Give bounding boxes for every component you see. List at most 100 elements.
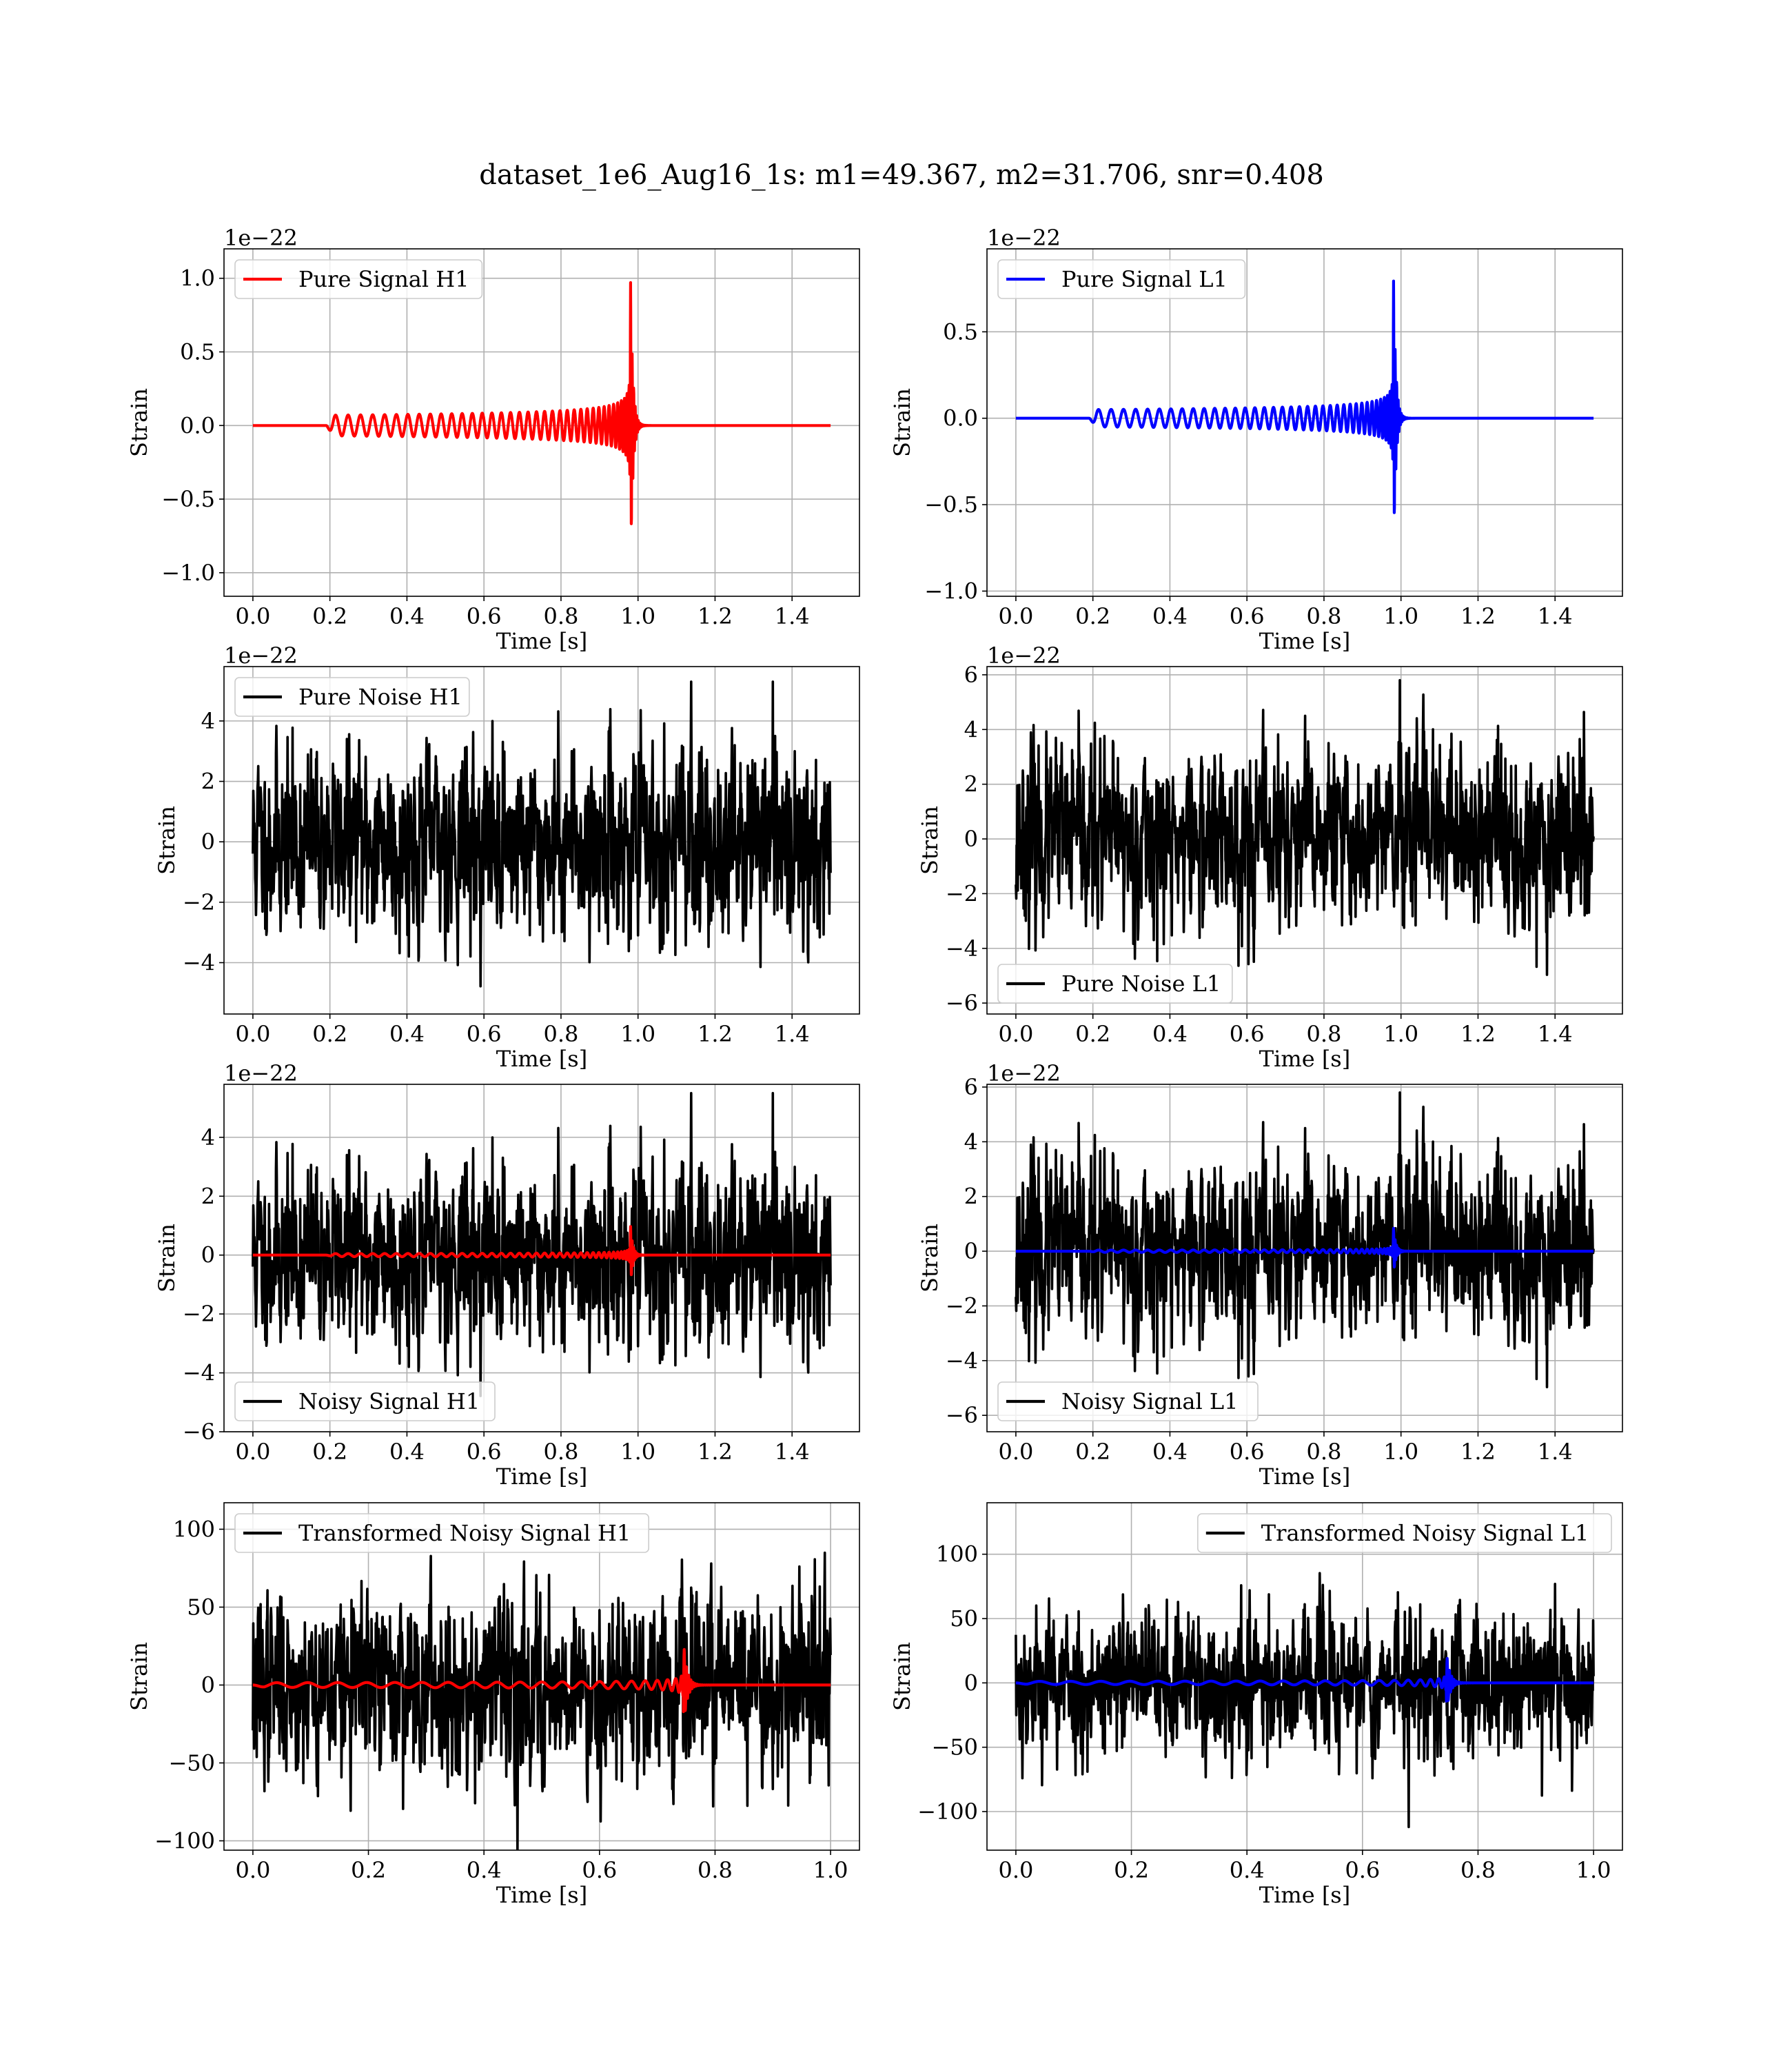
subplot-transformed-noisy-signal-l1: 0.0 0.2 0.4 0.6 0.8 1.0 −100 −50 0 50 100 Time [s] S… xyxy=(889,1502,1623,1908)
legend-box xyxy=(234,1513,650,1553)
y-offset-label: 1e−22 xyxy=(224,1060,298,1086)
x-tick-label: 0.2 xyxy=(1075,1021,1110,1047)
plot-area xyxy=(252,1092,832,1397)
series-line-noisy-signal-h1 xyxy=(252,1092,832,1397)
x-tick-label: 0.6 xyxy=(467,1021,502,1047)
x-tick-label: 0.6 xyxy=(467,603,502,629)
plot-area xyxy=(1015,1572,1595,1829)
x-tick-label: 1.2 xyxy=(1460,1021,1496,1047)
y-tick-label: −0.5 xyxy=(161,486,215,512)
x-tick-label: 1.0 xyxy=(1383,603,1418,629)
x-tick-label: 0.8 xyxy=(1460,1857,1496,1883)
x-tick-label: 1.4 xyxy=(1538,1439,1573,1465)
y-tick-label: 50 xyxy=(187,1594,215,1620)
x-tick-label: 0.2 xyxy=(312,1021,347,1047)
x-tick-label: 0.4 xyxy=(389,1021,425,1047)
subplot-pure-noise-h1: 0.0 0.2 0.4 0.6 0.8 1.0 1.2 1.4 −4 −2 0 2 4 Time [s] S… xyxy=(154,642,860,1072)
x-tick-label: 0.6 xyxy=(1345,1857,1380,1883)
series-line-noisy-signal-l1 xyxy=(1015,1091,1595,1388)
legend: Noisy Signal H1 xyxy=(234,1381,496,1421)
x-tick-label: 0.2 xyxy=(312,1439,347,1465)
x-axis-label: Time [s] xyxy=(1259,1046,1350,1072)
legend-label: Noisy Signal L1 xyxy=(1061,1388,1239,1415)
x-tick-label: 0.8 xyxy=(1306,1439,1341,1465)
series-line-transformed-noisy-signal-h1 xyxy=(252,1551,832,1850)
legend: Transformed Noisy Signal L1 xyxy=(1197,1513,1612,1553)
legend-box xyxy=(234,259,483,299)
y-offset-label: 1e−22 xyxy=(987,225,1061,251)
axes-frame xyxy=(986,248,1623,597)
y-tick-label: −6 xyxy=(946,990,978,1016)
subplot-pure-signal-h1: 0.0 0.2 0.4 0.6 0.8 1.0 1.2 1.4 −1.0 −0.5 0.0 0.5 1.… xyxy=(126,225,860,654)
x-axis-label: Time [s] xyxy=(496,1463,587,1490)
series-line-transformed-noisy-signal-l1 xyxy=(1015,1572,1595,1829)
legend-box xyxy=(234,1381,496,1421)
y-tick-label: 1.0 xyxy=(180,265,215,292)
x-tick-label: 0.0 xyxy=(235,1439,270,1465)
series-line-pure-noise-h1 xyxy=(252,680,832,988)
legend-box xyxy=(997,964,1233,1004)
x-tick-label: 1.0 xyxy=(620,1439,655,1465)
y-axis-label: Strain xyxy=(917,1224,943,1292)
x-axis-label: Time [s] xyxy=(1259,628,1350,654)
x-tick-label: 0.8 xyxy=(1306,603,1341,629)
axes-frame xyxy=(223,666,860,1015)
x-tick-label: 0.8 xyxy=(698,1857,733,1883)
y-axis-label: Strain xyxy=(126,1642,152,1711)
x-tick-label: 0.0 xyxy=(235,1021,270,1047)
series-line-pure-noise-l1 xyxy=(1015,679,1595,976)
x-tick-label: 0.2 xyxy=(1075,603,1110,629)
plot-area xyxy=(252,1551,832,1850)
x-tick-label: 0.0 xyxy=(235,603,270,629)
plot-area xyxy=(1015,679,1595,976)
x-tick-label: 0.8 xyxy=(1306,1021,1341,1047)
plot-area xyxy=(252,680,832,988)
y-tick-label: −50 xyxy=(168,1750,215,1776)
y-tick-label: 100 xyxy=(173,1516,215,1542)
axes-frame xyxy=(223,248,860,597)
x-tick-label: 0.6 xyxy=(467,1439,502,1465)
x-tick-label: 0.0 xyxy=(998,1439,1033,1465)
x-tick-label: 1.2 xyxy=(698,1439,733,1465)
y-tick-label: −1.0 xyxy=(161,560,215,586)
subplot-pure-noise-l1: 0.0 0.2 0.4 0.6 0.8 1.0 1.2 1.4 −6 −4 −2 0 2 4 6 Time [… xyxy=(917,642,1623,1072)
y-tick-label: 4 xyxy=(201,1124,215,1150)
subplot-pure-signal-l1: 0.0 0.2 0.4 0.6 0.8 1.0 1.2 1.4 −1.0 −0.5 0.0 0.5 Ti… xyxy=(889,225,1623,654)
series-line-overlay-1 xyxy=(1015,1226,1595,1269)
x-tick-label: 0.6 xyxy=(1230,1021,1265,1047)
series-line-overlay-1 xyxy=(252,1225,832,1277)
x-tick-label: 0.4 xyxy=(1230,1857,1265,1883)
x-tick-label: 0.4 xyxy=(1152,1021,1188,1047)
x-tick-label: 0.0 xyxy=(235,1857,270,1883)
axes-frame xyxy=(223,1502,860,1851)
x-tick-label: 1.0 xyxy=(1576,1857,1611,1883)
y-tick-label: −100 xyxy=(917,1798,978,1825)
y-tick-label: −6 xyxy=(183,1419,215,1445)
axes-frame xyxy=(986,1084,1623,1432)
legend: Pure Signal H1 xyxy=(234,259,483,299)
x-tick-label: 1.2 xyxy=(1460,603,1496,629)
y-axis-label: Strain xyxy=(889,1642,915,1711)
y-offset-label: 1e−22 xyxy=(987,642,1061,669)
x-tick-label: 1.0 xyxy=(813,1857,848,1883)
subplot-noisy-signal-h1: 0.0 0.2 0.4 0.6 0.8 1.0 1.2 1.4 −6 −4 −2 0 2 4 Time [s… xyxy=(154,1060,860,1490)
x-tick-label: 1.2 xyxy=(1460,1439,1496,1465)
y-tick-label: −4 xyxy=(946,1348,978,1374)
y-axis-label: Strain xyxy=(154,806,180,875)
x-tick-label: 0.4 xyxy=(389,1439,425,1465)
x-axis-label: Time [s] xyxy=(1259,1463,1350,1490)
figure-title: dataset_1e6_Aug16_1s: m1=49.367, m2=31.7… xyxy=(479,159,1324,191)
y-tick-label: −1.0 xyxy=(924,578,978,604)
y-tick-label: −100 xyxy=(154,1827,215,1854)
legend-label: Pure Signal H1 xyxy=(298,266,469,292)
y-tick-label: −4 xyxy=(183,1360,215,1386)
y-tick-label: −6 xyxy=(946,1402,978,1428)
y-tick-label: 2 xyxy=(964,771,978,798)
legend-label: Pure Noise L1 xyxy=(1061,971,1221,997)
y-tick-label: 100 xyxy=(936,1541,978,1568)
y-tick-label: 4 xyxy=(964,716,978,742)
plot-area xyxy=(1015,279,1595,514)
x-axis-label: Time [s] xyxy=(496,1046,587,1072)
series-line-pure-signal-l1 xyxy=(1015,279,1595,514)
x-axis-label: Time [s] xyxy=(1259,1882,1350,1908)
